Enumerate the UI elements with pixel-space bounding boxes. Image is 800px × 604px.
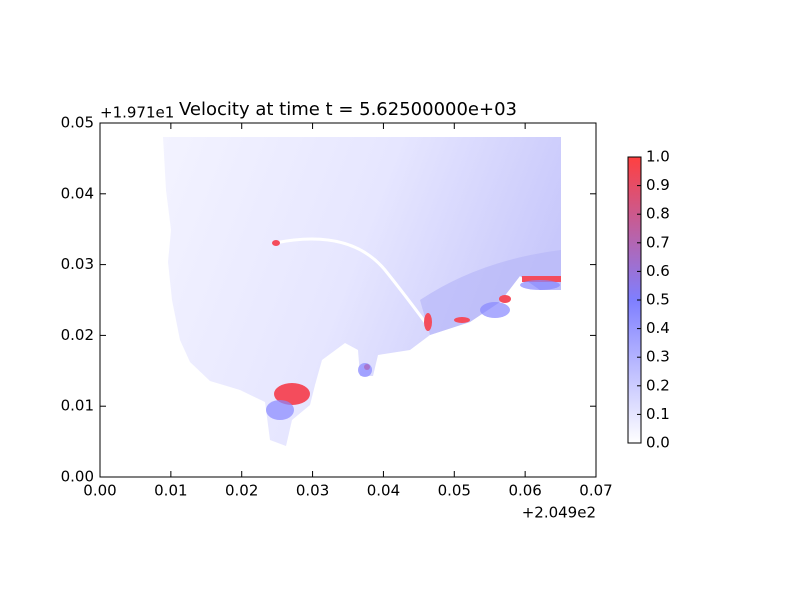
domain <box>163 137 561 446</box>
hotspot <box>424 313 432 331</box>
y-tick-label: 0.05 <box>61 114 94 132</box>
jetty <box>274 237 427 323</box>
shelf-band <box>420 250 561 335</box>
y-offset-label: +1.971e1 <box>100 104 174 122</box>
y-tick-label: 0.03 <box>61 255 94 273</box>
fringe <box>358 363 372 377</box>
x-tick-label: 0.01 <box>154 482 187 500</box>
chart-title: Velocity at time t = 5.62500000e+03 <box>179 99 517 120</box>
y-tick-label: 0.04 <box>61 184 94 202</box>
colorbar-tick-label: 0.7 <box>646 233 670 251</box>
y-tick-label: 0.02 <box>61 326 94 344</box>
axes-frame <box>99 122 597 478</box>
x-tick-label: 0.06 <box>508 482 541 500</box>
colorbar-tick-label: 0.4 <box>646 319 670 337</box>
hotspot <box>454 317 470 323</box>
x-tick-label: 0.07 <box>579 482 612 500</box>
hotspot <box>272 240 280 246</box>
colorbar-tick-label: 0.1 <box>646 405 670 423</box>
colorbar-tick-label: 0.8 <box>646 205 670 223</box>
hotspots <box>272 240 561 405</box>
x-tick-label: 0.02 <box>225 482 258 500</box>
fringe <box>266 400 294 420</box>
field <box>163 137 561 446</box>
x-tick-label: 0.00 <box>83 482 116 500</box>
colorbar-tick-label: 0.6 <box>646 262 670 280</box>
colorbar-tick-label: 0.5 <box>646 291 670 309</box>
y-tick-label: 0.00 <box>61 468 94 486</box>
x-tick-label: 0.05 <box>438 482 471 500</box>
colorbar-tick-label: 0.3 <box>646 348 670 366</box>
hotspot <box>499 295 511 303</box>
colorbar-tick-label: 0.2 <box>646 376 670 394</box>
y-tick-label: 0.01 <box>61 397 94 415</box>
fringe <box>480 302 510 318</box>
hotspot <box>274 383 310 405</box>
x-tick-label: 0.03 <box>296 482 329 500</box>
colorbar-tick-label: 1.0 <box>646 148 670 166</box>
fringe <box>520 280 560 290</box>
x-offset-label: +2.049e2 <box>522 504 596 522</box>
x-tick-label: 0.04 <box>367 482 400 500</box>
colorbar-tick-label: 0.9 <box>646 176 670 194</box>
blue-fringes <box>266 280 560 420</box>
hotspot <box>522 276 561 282</box>
colorbar-tick-label: 0.0 <box>646 434 670 452</box>
